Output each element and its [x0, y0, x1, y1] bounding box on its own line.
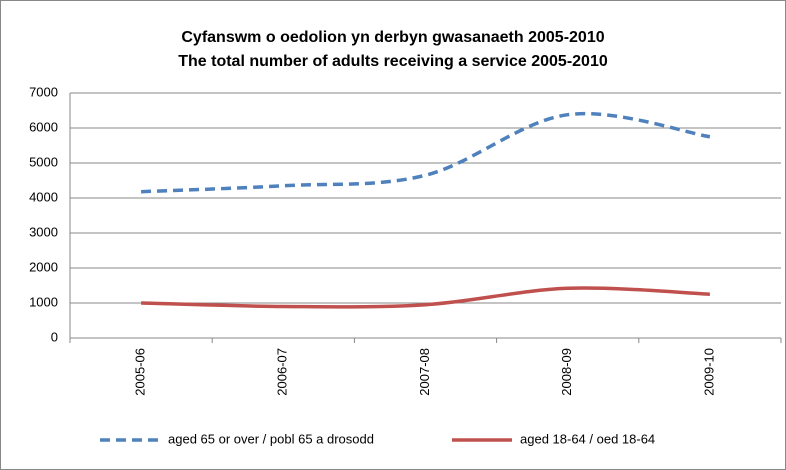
y-tick-label: 1000	[29, 294, 58, 309]
y-tick-label: 0	[51, 329, 58, 344]
y-tick-label: 3000	[29, 224, 58, 239]
x-tick-label: 2005-06	[133, 348, 148, 396]
x-tick-label: 2006-07	[275, 348, 290, 396]
chart-subtitle: The total number of adults receiving a s…	[178, 53, 608, 70]
x-tick-label: 2007-08	[417, 348, 432, 396]
chart-title: Cyfanswm o oedolion yn derbyn gwasanaeth…	[181, 29, 604, 46]
series-line	[141, 286, 710, 309]
legend-label: aged 18-64 / oed 18-64	[520, 431, 655, 446]
legend-label: aged 65 or over / pobl 65 a drosodd	[168, 431, 374, 446]
y-tick-label: 6000	[29, 119, 58, 134]
x-tick-label: 2008-09	[559, 348, 574, 396]
series-line	[141, 111, 711, 194]
x-tick-label: 2009-10	[701, 348, 716, 396]
y-tick-label: 2000	[29, 259, 58, 274]
y-tick-label: 5000	[29, 154, 58, 169]
y-tick-label: 7000	[29, 84, 58, 99]
y-tick-label: 4000	[29, 189, 58, 204]
